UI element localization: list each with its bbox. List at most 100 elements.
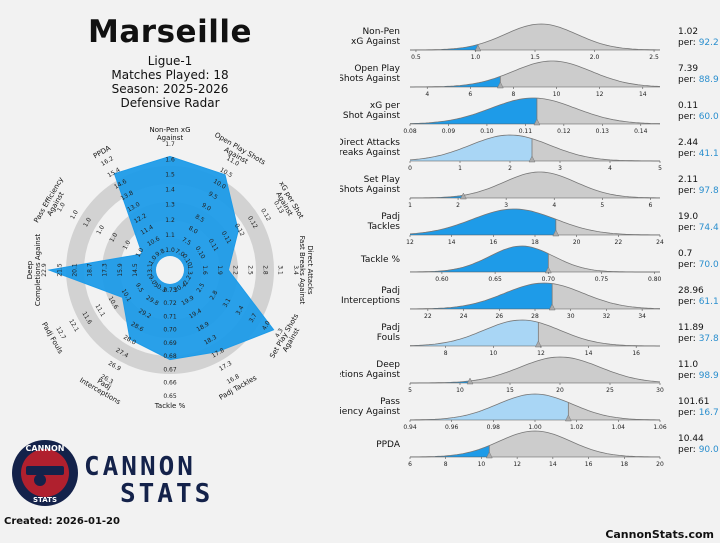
metric-label-line: Fouls [377,333,401,343]
distribution-highlight [410,445,490,457]
distribution-marker-triangle [548,303,556,311]
radar-tick-label: 3.4 [235,304,246,316]
radar-axis-label: Tackle % [154,402,186,410]
metric-label-line: xG per [370,101,400,111]
radar-tick-label: 2.5 [195,282,206,294]
radar-tick-label: 0.65 [163,393,177,400]
distribution-tick-label: 34 [638,313,646,320]
radar-tick-label: 2.8 [262,265,269,275]
metric-label: Set Play Shots Against [340,175,401,195]
radar-tick-label: 1.0 [148,254,159,266]
distribution-tick-label: 4 [552,202,556,209]
distribution-highlight [410,246,549,272]
metric-percentile-value: 97.8 [699,186,719,196]
distribution-tick-label: 1.02 [570,424,584,431]
cannon-wheel-icon [34,474,46,486]
metric-percentile-value: 90.0 [699,445,719,455]
radar-tick-label: 9.0 [200,202,212,213]
distribution-tick-label: 0.75 [595,276,609,283]
metric-label: Open Play Shots Against [340,64,401,84]
distribution-tick-label: 0.80 [648,276,662,283]
metric-value: 19.0 [678,212,698,222]
radar-tick-label: 3.4 [292,265,299,275]
created-date: Created: 2026-01-20 [4,516,120,527]
metric-value: 0.11 [678,101,698,111]
distribution-tick-label: 5 [600,202,604,209]
metric-label-line: Direct Attacks [340,138,400,148]
metric-percentile-value: 61.1 [699,297,719,307]
metric-percentile: per: 88.9 [678,75,719,85]
distribution-tick-label: 6 [468,91,472,98]
distribution-tick-label: 14 [639,91,647,98]
distribution-tick-label: 28 [531,313,539,320]
distribution-highlight [410,283,553,309]
metric-label-line: Tackles [367,222,401,232]
distribution-tick-label: 0.96 [445,424,459,431]
radar-tick-label: 13.1 [147,263,154,277]
radar-tick-label: 1.0 [69,209,80,221]
metric-percentile: per: 41.1 [678,149,719,159]
radar-tick-label: 7.5 [180,236,192,247]
distribution-highlight [410,76,501,87]
distribution-area [410,24,660,50]
metric-percentile: per: 16.7 [678,408,719,418]
metric-label: Padj Tackles [367,212,401,232]
distribution-highlight [410,320,539,346]
radar-tick-label: 1.0 [108,232,119,244]
distribution-curve [409,134,660,162]
metric-percentile-prefix: per: [678,297,699,307]
metric-value: 7.39 [678,64,698,74]
metric-label: Padj Fouls [377,323,401,343]
metric-label-line: Tackle % [360,255,401,265]
distribution-tick-label: 2 [508,165,512,172]
metric-percentile: per: 92.2 [678,38,719,48]
brand-name-line2: STATS [120,479,214,509]
distribution-tick-label: 3 [504,202,508,209]
radar-tick-label: 0.71 [163,313,177,320]
metric-percentile: per: 90.0 [678,445,719,455]
metric-percentile-prefix: per: [678,334,699,344]
metric-label-line: Fast Breaks Against [340,148,400,158]
cannon-stats-logo: CANNON STATS [12,440,78,506]
radar-tick-label: 9.8 [154,248,166,259]
distribution-tick-label: 8 [444,350,448,357]
distribution-tick-label: 1.0 [471,54,481,61]
distribution-marker-triangle [459,192,467,200]
metric-value: 2.11 [678,175,698,185]
distribution-tick-label: 0.11 [519,128,533,135]
metric-percentile-prefix: per: [678,149,699,159]
distribution-tick-label: 1.5 [530,54,540,61]
radar-tick-label: 0.68 [163,353,177,360]
distribution-highlight [410,135,532,161]
distribution-tick-label: 20 [556,387,564,394]
metric-label-line: Shots Against [340,74,400,84]
radar-tick-label: 1.7 [165,141,175,148]
radar-tick-label: 17.3 [102,263,109,277]
distribution-tick-label: 30 [567,313,575,320]
distribution-tick-label: 0.14 [634,128,648,135]
distribution-tick-label: 12 [513,461,521,468]
distribution-area [410,431,660,457]
radar-tick-label: 0.67 [163,366,177,373]
distribution-tick-label: 24 [656,239,664,246]
season-label: Season: 2025-2026 [111,82,229,96]
distribution-tick-label: 8 [444,461,448,468]
radar-axis-label-line: Fast Breaks Against [298,236,306,305]
metric-label-line: Shot Against [343,111,401,121]
distribution-highlight [410,394,569,420]
radar-axis-label-line: Deep [26,260,34,279]
distribution-tick-label: 1 [408,202,412,209]
cannon-icon [26,466,64,475]
distribution-tick-label: 12 [406,239,414,246]
radar-tick-label: 1.6 [165,156,175,163]
radar-polygon [47,155,275,361]
radar-tick-label: 8.0 [187,225,199,236]
distribution-tick-label: 12 [537,350,545,357]
distribution-tick-label: 0.98 [487,424,501,431]
distribution-highlight [410,44,478,50]
metric-label: Tackle % [360,255,401,265]
radar-tick-label: 1.0 [165,247,175,254]
metric-percentile-prefix: per: [678,186,699,196]
